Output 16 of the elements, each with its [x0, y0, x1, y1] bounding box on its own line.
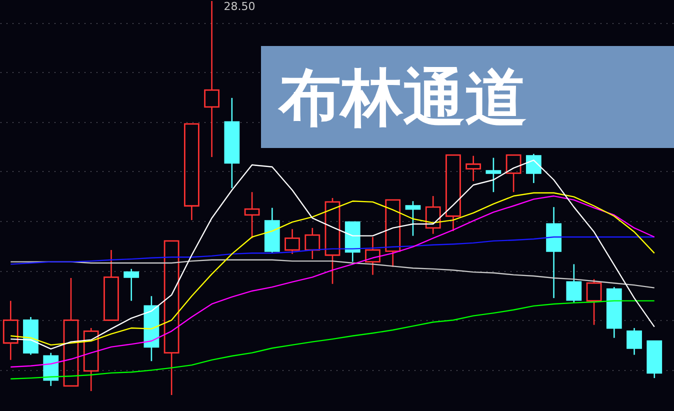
candlestick: [466, 155, 482, 182]
candlestick: [486, 157, 502, 193]
candlestick: [304, 227, 320, 260]
candlestick: [2, 300, 18, 361]
candlestick: [204, 0, 220, 158]
candlestick: [626, 327, 642, 356]
annotation: 28.50: [224, 0, 256, 13]
candlestick: [244, 191, 260, 239]
candlestick: [23, 316, 38, 356]
candlestick: [124, 268, 140, 302]
candlestick: [365, 236, 380, 276]
candlestick: [224, 97, 240, 189]
candlestick: [83, 327, 99, 392]
text: 布林通道: [279, 61, 527, 134]
candlestick: [606, 286, 622, 339]
candlestick: [546, 206, 562, 299]
